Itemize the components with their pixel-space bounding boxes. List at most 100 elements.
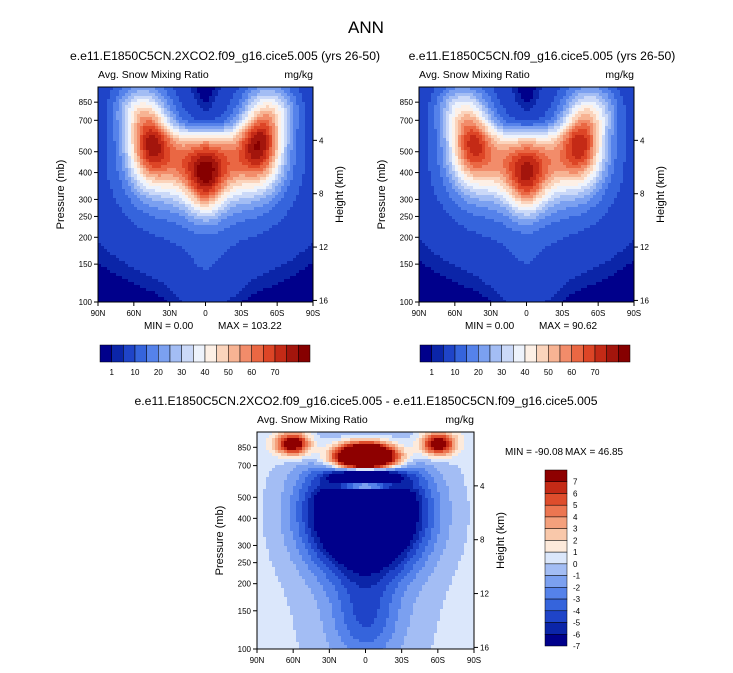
colorbar-label: -7	[573, 642, 581, 651]
colorbar-label: -6	[573, 630, 581, 639]
colorbar: 7 6 5 4 3 2 1 0 -1 -2 -3 -4 -5 -6 -7	[544, 469, 581, 651]
colorbar-swatch	[419, 344, 432, 363]
colorbar-swatch	[544, 551, 568, 565]
colorbar-swatch	[544, 575, 568, 588]
colorbar-swatch	[606, 344, 619, 363]
colorbar-swatch	[134, 344, 147, 363]
units-label: mg/kg	[445, 414, 474, 426]
colorbar-swatch	[123, 344, 136, 363]
max-label: MAX = 90.62	[539, 321, 598, 332]
colorbar-swatch	[466, 344, 479, 363]
colorbar-swatch	[443, 344, 456, 363]
x-tick-label: 60N	[447, 309, 462, 318]
y-tick-label: 100	[79, 298, 93, 307]
y-axis-title: Pressure (mb)	[55, 160, 67, 230]
colorbar-swatch	[544, 469, 568, 482]
colorbar-label: 20	[154, 368, 163, 377]
y2-tick-label: 4	[319, 136, 324, 145]
y-tick-label: 300	[79, 195, 93, 204]
x-tick-label: 0	[203, 309, 208, 318]
colorbar-label: 40	[521, 368, 530, 377]
colorbar-label: -4	[573, 607, 581, 616]
colorbar-swatch	[544, 516, 568, 529]
variable-label: Avg. Snow Mixing Ratio	[98, 69, 209, 81]
y2-tick-label: 8	[319, 190, 324, 199]
colorbar-label: -3	[573, 595, 581, 604]
colorbar-swatch	[298, 344, 311, 363]
x-tick-label: 60S	[270, 309, 284, 318]
y-tick-label: 150	[400, 260, 414, 269]
y-tick-label: 300	[400, 195, 414, 204]
colorbar-label: 20	[474, 368, 483, 377]
y-tick-label: 850	[400, 98, 414, 107]
panel-title: e.e11.E1850C5CN.2XCO2.f09_g16.cice5.005 …	[70, 49, 380, 63]
y-tick-label: 200	[79, 233, 93, 242]
y2-tick-label: 12	[640, 243, 649, 252]
x-tick-label: 30S	[395, 656, 409, 665]
panel-title: e.e11.E1850C5CN.f09_g16.cice5.005 (yrs 2…	[409, 49, 676, 63]
min-label: MIN = -90.08	[505, 447, 564, 458]
colorbar-label: 70	[271, 368, 280, 377]
y-tick-label: 100	[400, 298, 414, 307]
colorbar-label: 10	[131, 368, 140, 377]
colorbar-swatch	[544, 540, 568, 553]
figure-title: ANN	[348, 18, 384, 37]
x-tick-label: 30S	[234, 309, 248, 318]
colorbar-swatch	[111, 344, 124, 363]
colorbar-label: 60	[247, 368, 256, 377]
colorbar-swatch	[99, 344, 112, 363]
y-tick-label: 700	[400, 116, 414, 125]
colorbar-swatch	[158, 344, 171, 363]
colorbar-label: 1	[109, 368, 114, 377]
colorbar-swatch	[513, 344, 526, 363]
x-tick-label: 90S	[306, 309, 320, 318]
colorbar-swatch	[204, 344, 217, 363]
variable-label: Avg. Snow Mixing Ratio	[419, 69, 530, 81]
colorbar-label: 30	[177, 368, 186, 377]
colorbar-label: -1	[573, 572, 581, 581]
colorbar-label: 4	[573, 513, 578, 522]
colorbar-label: -2	[573, 583, 581, 592]
min-label: MIN = 0.00	[144, 321, 194, 332]
x-tick-label: 60S	[591, 309, 605, 318]
y-tick-label: 400	[400, 169, 414, 178]
y2-tick-label: 4	[480, 482, 485, 491]
y2-axis-title: Height (km)	[655, 166, 667, 223]
colorbar-swatch	[544, 504, 568, 518]
colorbar-label: 50	[224, 368, 233, 377]
y2-tick-label: 16	[640, 296, 649, 305]
colorbar-label: -5	[573, 619, 581, 628]
x-tick-label: 90N	[412, 309, 427, 318]
units-label: mg/kg	[284, 69, 313, 81]
chart-panel-1: e.e11.E1850C5CN.2XCO2.f09_g16.cice5.005 …	[55, 49, 380, 377]
colorbar-label: 30	[497, 368, 506, 377]
colorbar-label: 7	[573, 478, 578, 487]
y2-tick-label: 8	[480, 536, 485, 545]
y2-axis-title: Height (km)	[495, 512, 507, 569]
max-label: MAX = 46.85	[565, 447, 624, 458]
x-tick-label: 30N	[322, 656, 337, 665]
y-tick-label: 250	[79, 212, 93, 221]
x-tick-label: 60N	[286, 656, 301, 665]
colorbar-swatch	[559, 344, 572, 363]
colorbar-swatch	[524, 344, 537, 363]
y-tick-label: 700	[79, 116, 93, 125]
colorbar-label: 5	[573, 501, 578, 510]
colorbar-label: 0	[573, 560, 578, 569]
colorbar-swatch	[544, 610, 568, 623]
contour-field	[419, 87, 634, 302]
chart-panel-3: e.e11.E1850C5CN.2XCO2.f09_g16.cice5.005 …	[135, 394, 624, 665]
chart-panel-2: e.e11.E1850C5CN.f09_g16.cice5.005 (yrs 2…	[376, 49, 675, 377]
colorbar-label: 50	[544, 368, 553, 377]
colorbar-swatch	[571, 344, 584, 363]
colorbar-swatch	[489, 344, 502, 363]
max-label: MAX = 103.22	[218, 321, 282, 332]
colorbar-label: 3	[573, 525, 578, 534]
y-tick-label: 300	[238, 541, 252, 550]
variable-label: Avg. Snow Mixing Ratio	[257, 414, 368, 426]
y-tick-label: 200	[238, 580, 252, 589]
units-label: mg/kg	[605, 69, 634, 81]
colorbar-swatch	[181, 344, 194, 363]
y2-tick-label: 8	[640, 190, 645, 199]
